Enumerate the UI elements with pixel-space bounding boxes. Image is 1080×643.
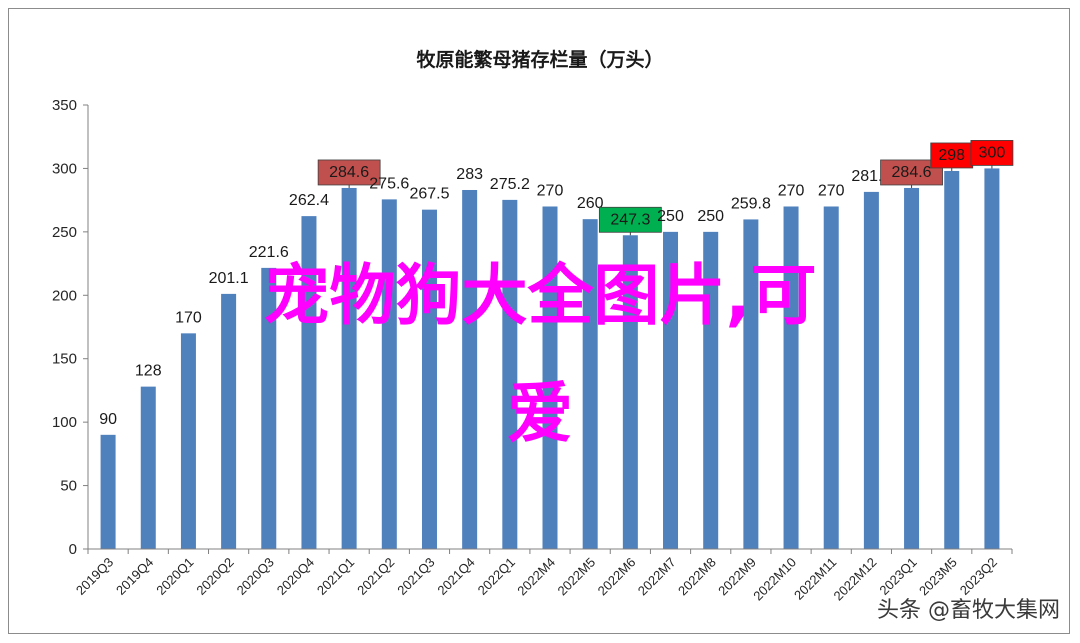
bar [140,386,156,549]
y-tick-label: 50 [60,478,77,495]
data-label: 201.1 [209,270,249,287]
x-tick-label: 2020Q3 [234,555,277,598]
x-tick-label: 2022M12 [831,555,880,604]
data-label: 170 [175,309,202,326]
data-label: 284.6 [892,164,932,181]
data-label: 298 [938,147,965,164]
y-tick-label: 100 [52,414,77,431]
data-labels-group: 90128170201.1221.6262.4284.6275.6267.528… [99,140,1014,428]
data-label: 270 [537,182,564,199]
x-tick-label: 2022M4 [514,555,558,599]
data-label: 250 [657,208,684,225]
data-label: 300 [979,144,1006,161]
x-tick-label: 2019Q4 [113,555,156,598]
data-label: 275.2 [490,176,530,193]
bar [301,216,317,549]
bar [663,231,679,549]
data-label-box [930,142,974,169]
data-label: 283 [456,166,483,183]
x-tick-label: 2022Q1 [475,555,518,598]
bar [582,219,598,549]
x-tick-label: 2020Q4 [274,555,317,598]
watermark-group: 头条 @畜牧大集网 [877,598,1060,623]
data-label: 284.6 [329,164,369,181]
data-label: 250 [697,208,724,225]
data-label: 247.3 [610,211,650,228]
bar [703,231,719,549]
bar [944,170,960,550]
watermark-text: 头条 @畜牧大集网 [877,598,1060,623]
data-label: 270 [778,182,805,199]
bar [743,219,759,549]
x-tick-label: 2021Q2 [354,555,397,598]
x-tick-label: 2022M6 [595,555,639,599]
y-tick-label: 150 [52,351,77,368]
chart-title: 牧原能繁母猪存栏量（万头） [416,48,663,71]
bar [542,206,558,549]
x-tick-label: 2023Q2 [957,555,1000,598]
y-tick-label: 200 [52,287,77,304]
bar [462,189,478,549]
x-tick-label: 2023M5 [916,555,960,599]
data-label-box [598,206,662,233]
x-tick-label: 2022M5 [554,555,598,599]
x-tick-label: 2022M10 [750,555,799,604]
bar [421,209,437,549]
y-tick-label: 0 [69,541,77,558]
data-label: 270 [818,182,845,199]
x-tick-label: 2022M7 [635,555,679,599]
y-axis: 0 50 100 150 200 250 300 350 [52,97,89,558]
bar [783,206,799,549]
bar [261,267,277,549]
bars-group [100,168,1000,550]
bar [984,168,1000,549]
data-label: 90 [99,411,117,428]
overlay-line-2: 爱 [507,375,573,452]
y-tick-label: 350 [52,97,77,114]
x-tick-label: 2020Q2 [193,555,236,598]
data-label: 262.4 [289,192,329,209]
y-tick-label: 250 [52,224,77,241]
bar [863,191,879,549]
x-axis: 2019Q32019Q42020Q12020Q22020Q32020Q42021… [73,548,1013,604]
data-label: 221.6 [249,244,289,261]
data-label: 260 [577,195,604,212]
data-label-box [970,140,1014,166]
x-tick-label: 2022M8 [675,555,719,599]
bar [100,434,116,549]
bar [823,206,839,549]
x-tick-label: 2023Q1 [876,555,919,598]
x-tick-label: 2021Q3 [394,555,437,598]
bar [381,199,397,549]
x-tick-label: 2021Q1 [314,555,357,598]
data-label: 267.5 [409,186,449,203]
y-tick-label: 300 [52,160,77,177]
data-label: 275.6 [369,175,409,192]
bar [180,333,196,549]
bar [502,199,518,549]
bar [622,235,638,549]
overlay-line-1: 宠物狗大全图片,可 [263,257,816,334]
data-label: 259.8 [731,195,771,212]
overlay-text-group: 宠物狗大全图片,可 爱 [263,257,816,452]
x-tick-label: 2020Q1 [153,555,196,598]
bar [341,187,357,549]
bar [221,293,237,549]
x-tick-label: 2021Q4 [434,555,477,598]
x-tick-label: 2019Q3 [73,555,116,598]
bar [904,187,920,549]
data-label: 128 [135,363,162,380]
